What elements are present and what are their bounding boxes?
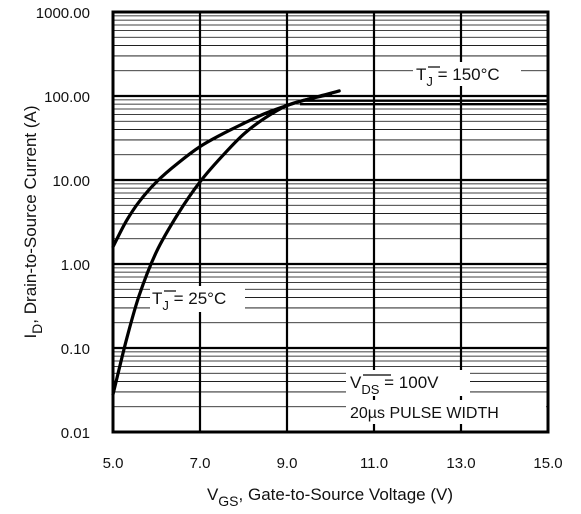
x-tick-label: 9.0 [277,455,298,472]
tj25-label-bg [150,286,245,312]
x-tick-labels: 5.0 7.0 9.0 11.0 13.0 15.0 [103,455,563,472]
y-tick-label: 100.00 [44,89,90,106]
tj25-label: TJ = 25°C [152,289,226,313]
major-grid [113,12,548,432]
y-tick-label: 0.01 [61,425,90,442]
vds-label: VDS = 100V [350,373,439,397]
vds-label-bg [346,370,470,396]
series-line-tj25 [111,92,333,396]
tj150-label: TJ = 150°C [416,65,500,89]
x-tick-label: 11.0 [360,455,388,472]
y-axis-title: ID, Drain-to-Source Current (A) [21,105,45,338]
x-tick-label: 7.0 [190,455,211,472]
tj150-label-bg [413,62,521,86]
plateau-lines [300,99,548,106]
x-axis-title: VGS, Gate-to-Source Voltage (V) [207,485,453,509]
y-tick-label: 1000.00 [36,5,90,22]
x-tick-label: 13.0 [446,455,475,472]
curves [111,89,341,396]
x-tick-label: 5.0 [103,455,124,472]
y-tick-label: 1.00 [61,257,90,274]
y-tick-labels: 0.01 0.10 1.00 10.00 100.00 1000.00 [36,5,90,442]
y-tick-label: 0.10 [61,341,90,358]
pulse-label: 20µs PULSE WIDTH [350,405,499,422]
pulse-label-bg [346,400,546,424]
minor-grid [113,15,548,408]
y-tick-label: 10.00 [52,173,90,190]
plot-border [111,10,550,434]
x-tick-label: 15.0 [533,455,562,472]
